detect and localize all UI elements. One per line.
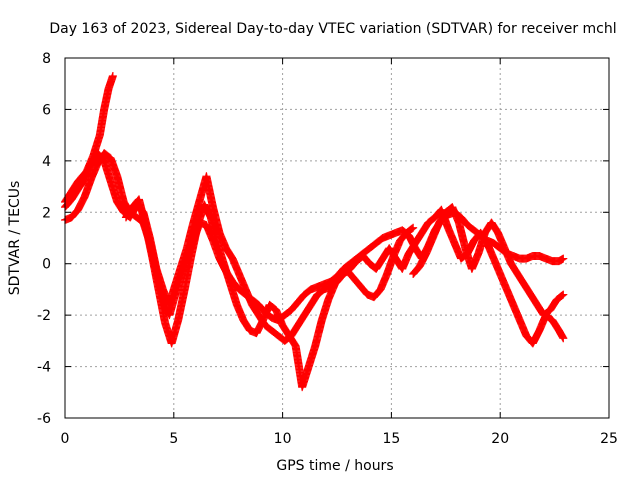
data-point (557, 292, 566, 301)
y-tick-label: 8 (42, 51, 51, 67)
y-tick-label: 0 (42, 257, 51, 273)
chart-title: Day 163 of 2023, Sidereal Day-to-day VTE… (49, 21, 616, 37)
axis-tick-labels: 0 5 10 15 20 25 -6 -4 -2 0 2 4 6 8 (37, 51, 618, 447)
x-tick-label: 20 (491, 431, 509, 447)
data-point (558, 291, 567, 300)
y-tick-label: -4 (37, 360, 51, 376)
x-axis-label: GPS time / hours (276, 458, 393, 474)
y-tick-label: -6 (37, 411, 51, 427)
plot-frame (64, 57, 610, 419)
data-point (559, 254, 568, 263)
data-point (559, 334, 568, 343)
y-tick-label: -2 (37, 308, 51, 324)
data-point (409, 223, 418, 232)
data-series (61, 72, 568, 392)
series-trace-e (409, 203, 568, 320)
y-axis-label: SDTVAR / TECUs (7, 181, 23, 296)
x-tick-label: 15 (382, 431, 400, 447)
y-tick-label: 4 (42, 154, 51, 170)
data-point (408, 224, 417, 233)
x-tick-label: 5 (169, 431, 178, 447)
y-tick-label: 2 (42, 205, 51, 221)
x-tick-label: 25 (600, 431, 618, 447)
axis-ticks (64, 57, 610, 419)
data-point (407, 225, 416, 234)
data-point (108, 72, 117, 80)
x-tick-label: 0 (61, 431, 70, 447)
series-trace-c (61, 149, 568, 348)
x-tick-label: 10 (274, 431, 292, 447)
series-trace-d (121, 195, 418, 392)
data-point (559, 290, 568, 299)
y-tick-label: 6 (42, 102, 51, 118)
